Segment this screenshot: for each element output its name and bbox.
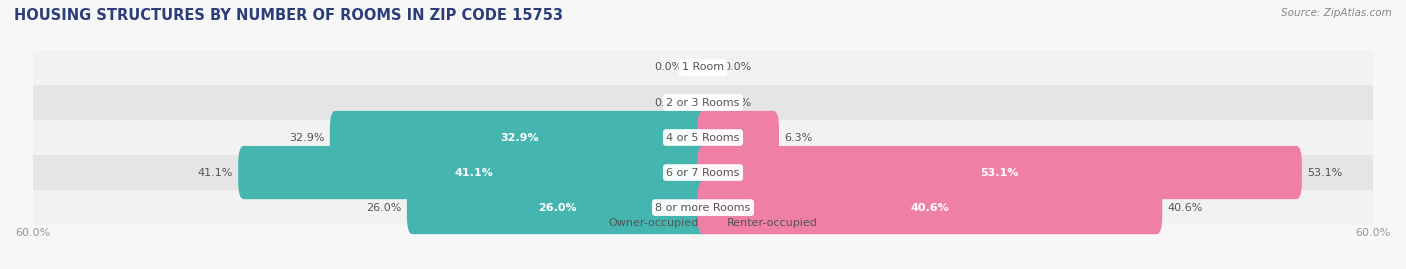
Text: 53.1%: 53.1%: [980, 168, 1019, 178]
FancyBboxPatch shape: [330, 111, 709, 164]
FancyBboxPatch shape: [697, 181, 1163, 234]
Text: 41.1%: 41.1%: [197, 168, 232, 178]
FancyBboxPatch shape: [32, 155, 1374, 190]
Text: 6.3%: 6.3%: [785, 133, 813, 143]
Text: 0.0%: 0.0%: [655, 62, 683, 72]
Text: 26.0%: 26.0%: [538, 203, 576, 213]
Text: 0.0%: 0.0%: [723, 97, 751, 108]
Text: 53.1%: 53.1%: [1308, 168, 1343, 178]
Text: 41.1%: 41.1%: [454, 168, 492, 178]
FancyBboxPatch shape: [32, 85, 1374, 120]
FancyBboxPatch shape: [32, 190, 1374, 225]
Text: 2 or 3 Rooms: 2 or 3 Rooms: [666, 97, 740, 108]
Text: 0.0%: 0.0%: [655, 97, 683, 108]
Text: 4 or 5 Rooms: 4 or 5 Rooms: [666, 133, 740, 143]
FancyBboxPatch shape: [32, 120, 1374, 155]
Text: 40.6%: 40.6%: [1168, 203, 1204, 213]
Text: HOUSING STRUCTURES BY NUMBER OF ROOMS IN ZIP CODE 15753: HOUSING STRUCTURES BY NUMBER OF ROOMS IN…: [14, 8, 562, 23]
Text: Source: ZipAtlas.com: Source: ZipAtlas.com: [1281, 8, 1392, 18]
Text: 32.9%: 32.9%: [288, 133, 325, 143]
FancyBboxPatch shape: [32, 50, 1374, 85]
Text: 8 or more Rooms: 8 or more Rooms: [655, 203, 751, 213]
Text: 26.0%: 26.0%: [366, 203, 401, 213]
Text: 1 Room: 1 Room: [682, 62, 724, 72]
Text: 0.0%: 0.0%: [723, 62, 751, 72]
FancyBboxPatch shape: [406, 181, 709, 234]
FancyBboxPatch shape: [697, 146, 1302, 199]
FancyBboxPatch shape: [238, 146, 709, 199]
Text: 6 or 7 Rooms: 6 or 7 Rooms: [666, 168, 740, 178]
Legend: Owner-occupied, Renter-occupied: Owner-occupied, Renter-occupied: [588, 218, 818, 228]
Text: 32.9%: 32.9%: [501, 133, 538, 143]
Text: 40.6%: 40.6%: [911, 203, 949, 213]
FancyBboxPatch shape: [697, 111, 779, 164]
